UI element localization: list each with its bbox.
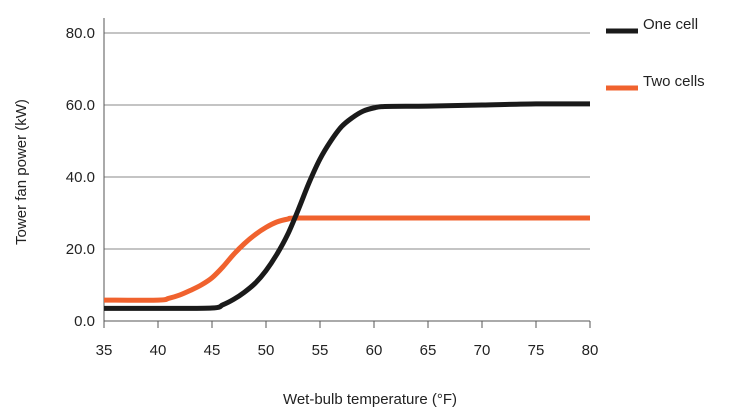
legend: One cell Two cells [606,16,705,91]
series-line-one-cell [103,101,591,311]
series-line-two-cells [103,215,590,303]
x-tick-label: 35 [96,342,113,359]
y-tick-label: 20.0 [66,241,95,258]
x-tick-label: 75 [528,342,545,359]
x-tick-label: 45 [204,342,221,359]
y-tick-label: 60.0 [66,97,95,114]
y-tick-label: 0.0 [74,313,95,330]
x-axis-label: Wet-bulb temperature (°F) [283,391,457,408]
y-axis-ticks: 0.0 20.0 40.0 60.0 80.0 [66,25,95,330]
y-tick-label: 80.0 [66,25,95,42]
x-tick-label: 55 [312,342,329,359]
x-tick-label: 80 [582,342,599,359]
y-tick-label: 40.0 [66,169,95,186]
x-tick-label: 60 [366,342,383,359]
x-tick-label: 70 [474,342,491,359]
x-tick-label: 50 [258,342,275,359]
x-tick-label: 40 [150,342,167,359]
x-tick-label: 65 [420,342,437,359]
y-axis-label: Tower fan power (kW) [13,99,30,245]
series-layer [103,101,591,311]
legend-label-one-cell: One cell [643,16,698,33]
legend-label-two-cells: Two cells [643,73,705,90]
x-axis-ticks: 35 40 45 50 55 60 65 70 75 80 [96,321,599,359]
gridlines [104,32,590,322]
